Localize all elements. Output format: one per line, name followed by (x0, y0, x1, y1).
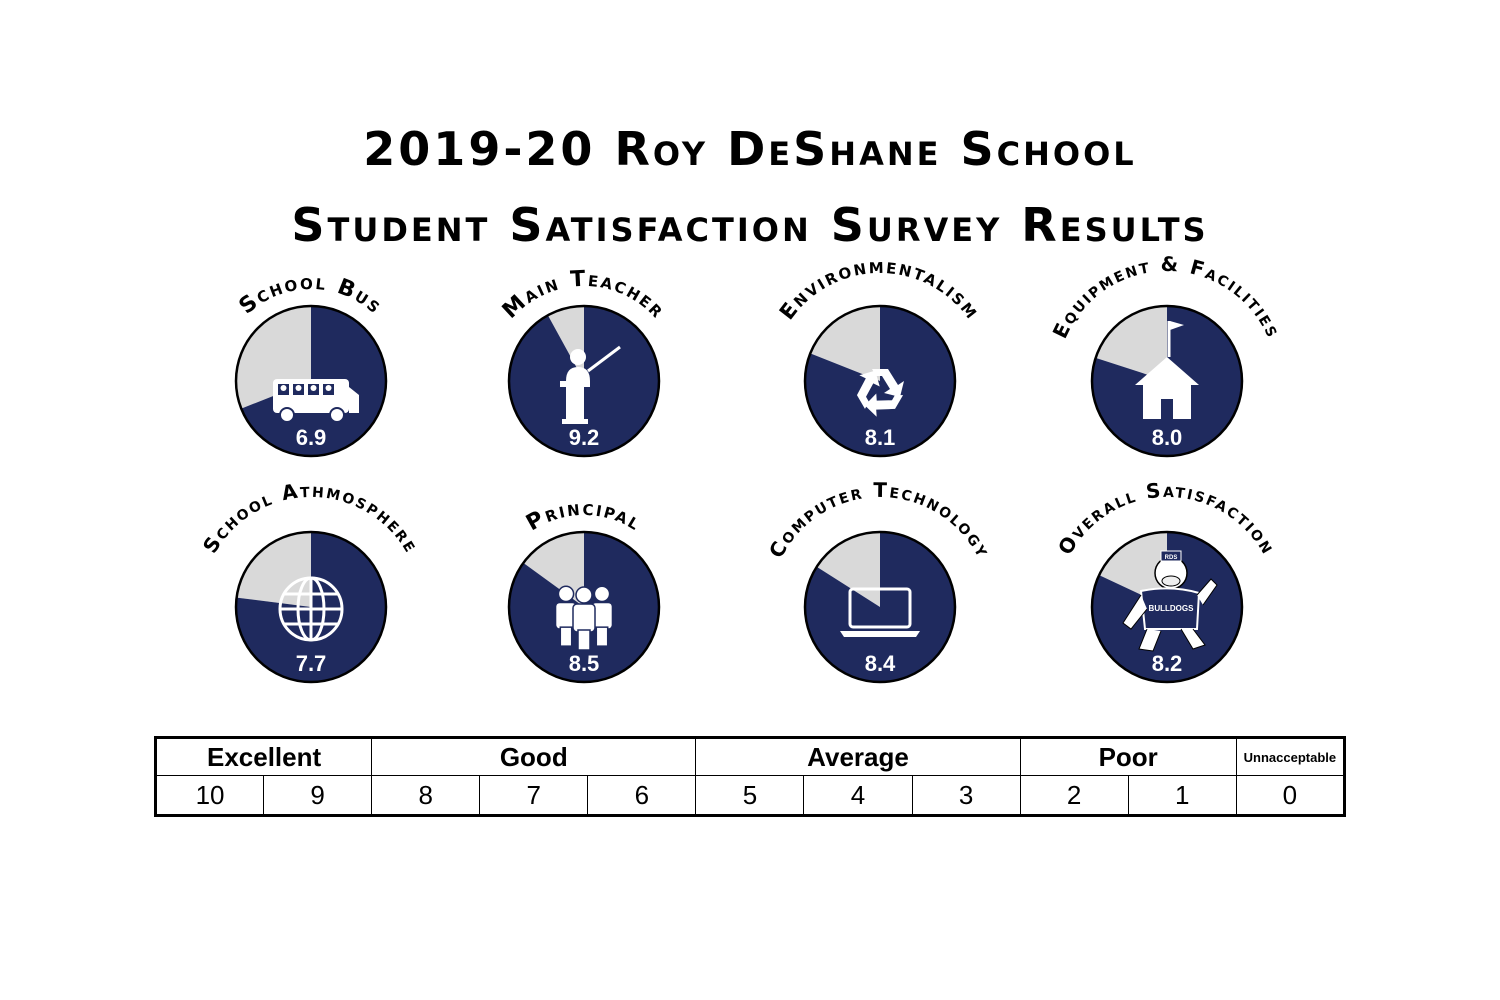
people-icon (554, 585, 614, 651)
rating-score-cell: 1 (1127, 775, 1237, 816)
page-subtitle: Student Satisfaction Survey Results (291, 198, 1209, 252)
pie-value-label: 9.2 (569, 425, 600, 450)
pie-chart: 8.5 Principal (507, 496, 661, 684)
page-title: 2019-20 Roy DeShane School (363, 122, 1137, 176)
pie-outline (234, 530, 388, 684)
pie-slice-value (805, 306, 956, 456)
schoolhouse-icon (1135, 321, 1199, 419)
rating-score-cell: 4 (803, 775, 913, 816)
rating-score-cell: 5 (695, 775, 805, 816)
rating-band-excellent: Excellent (154, 737, 373, 776)
rating-band-unacceptable: Unnacceptable (1235, 737, 1346, 776)
mascot-hat-text: RDS (1165, 555, 1178, 561)
rating-score-cell: 10 (154, 775, 265, 816)
mascot-shirt-text: BULLDOGS (1149, 604, 1195, 613)
pie-category-label: Principal (522, 496, 646, 537)
rating-score-cell: 8 (371, 775, 481, 816)
pie-outline (1090, 304, 1244, 458)
pie-outline (234, 304, 388, 458)
pie-outline (1090, 530, 1244, 684)
pie-value-label: 8.0 (1152, 425, 1183, 450)
bus-icon (273, 379, 359, 423)
laptop-icon (840, 587, 920, 637)
pie-slice-remainder (810, 306, 880, 381)
rating-band-average: Average (695, 737, 1021, 776)
rating-score-cell: 3 (911, 775, 1021, 816)
rating-score-row: 10 9 8 7 6 5 4 3 2 1 0 (154, 775, 1346, 816)
rating-scale-table: Excellent Good Average Poor Unnacceptabl… (154, 736, 1346, 817)
rating-band-poor: Poor (1019, 737, 1237, 776)
pie-outline (803, 304, 957, 458)
pie-slice-remainder (236, 532, 311, 607)
pie-value-label: 8.4 (865, 651, 896, 676)
rating-score-cell: 2 (1019, 775, 1129, 816)
rating-band-row: Excellent Good Average Poor Unnacceptabl… (154, 737, 1346, 776)
pie-value-label: 8.5 (569, 651, 600, 676)
teacher-icon (560, 345, 621, 424)
pie-slice-remainder (1095, 305, 1167, 381)
pie-value-label: 8.2 (1152, 651, 1183, 676)
bulldog-mascot-icon: RDS BULLDOGS (1122, 550, 1218, 652)
rating-score-cell: 0 (1235, 775, 1346, 816)
pie-value-label: 7.7 (296, 651, 327, 676)
pie-slice-remainder (1099, 532, 1167, 607)
pie-value-label: 6.9 (296, 425, 327, 450)
globe-icon (278, 576, 344, 642)
rating-score-cell: 6 (587, 775, 697, 816)
pie-outline (803, 530, 957, 684)
pie-outline (507, 530, 661, 684)
pie-slice-value (805, 532, 956, 683)
rating-score-cell: 7 (479, 775, 589, 816)
rating-score-cell: 9 (263, 775, 373, 816)
pie-value-label: 8.1 (865, 425, 896, 450)
rating-band-good: Good (371, 737, 697, 776)
pie-outline (507, 304, 661, 458)
recycle-icon (856, 369, 904, 417)
